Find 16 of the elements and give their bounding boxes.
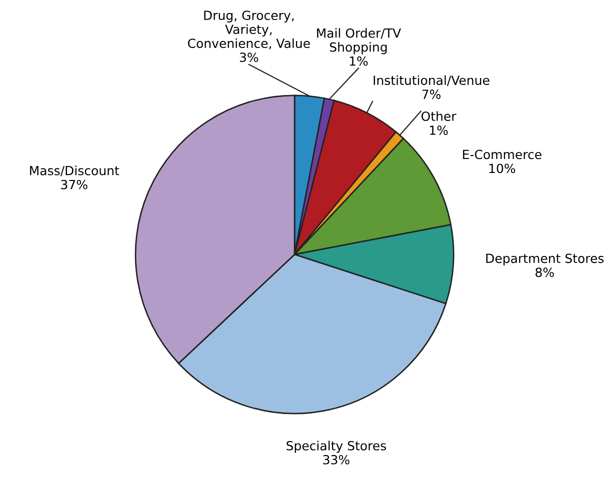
slice-label: Other: [421, 111, 456, 121]
data-label: 1%: [350, 56, 368, 66]
data-label: 8%: [536, 268, 554, 278]
slice-label: Institutional/Venue: [374, 75, 490, 86]
data-label: 3%: [240, 52, 258, 62]
slice-label: Mass/Discount: [30, 166, 120, 176]
slice-label: Specialty Stores: [286, 440, 386, 453]
slice-label: E-Commerce: [463, 150, 542, 160]
data-label: 33%: [323, 454, 350, 464]
data-label: 1%: [430, 126, 448, 135]
slice-label: Mail Order/TV Shopping: [317, 28, 402, 54]
data-label: 37%: [61, 180, 88, 190]
slice-label: Department Stores: [486, 254, 604, 266]
data-label: 10%: [489, 164, 516, 174]
data-label: 7%: [422, 90, 440, 100]
slice-label: Drug, Grocery, Variety, Convenience, Value: [188, 10, 310, 50]
